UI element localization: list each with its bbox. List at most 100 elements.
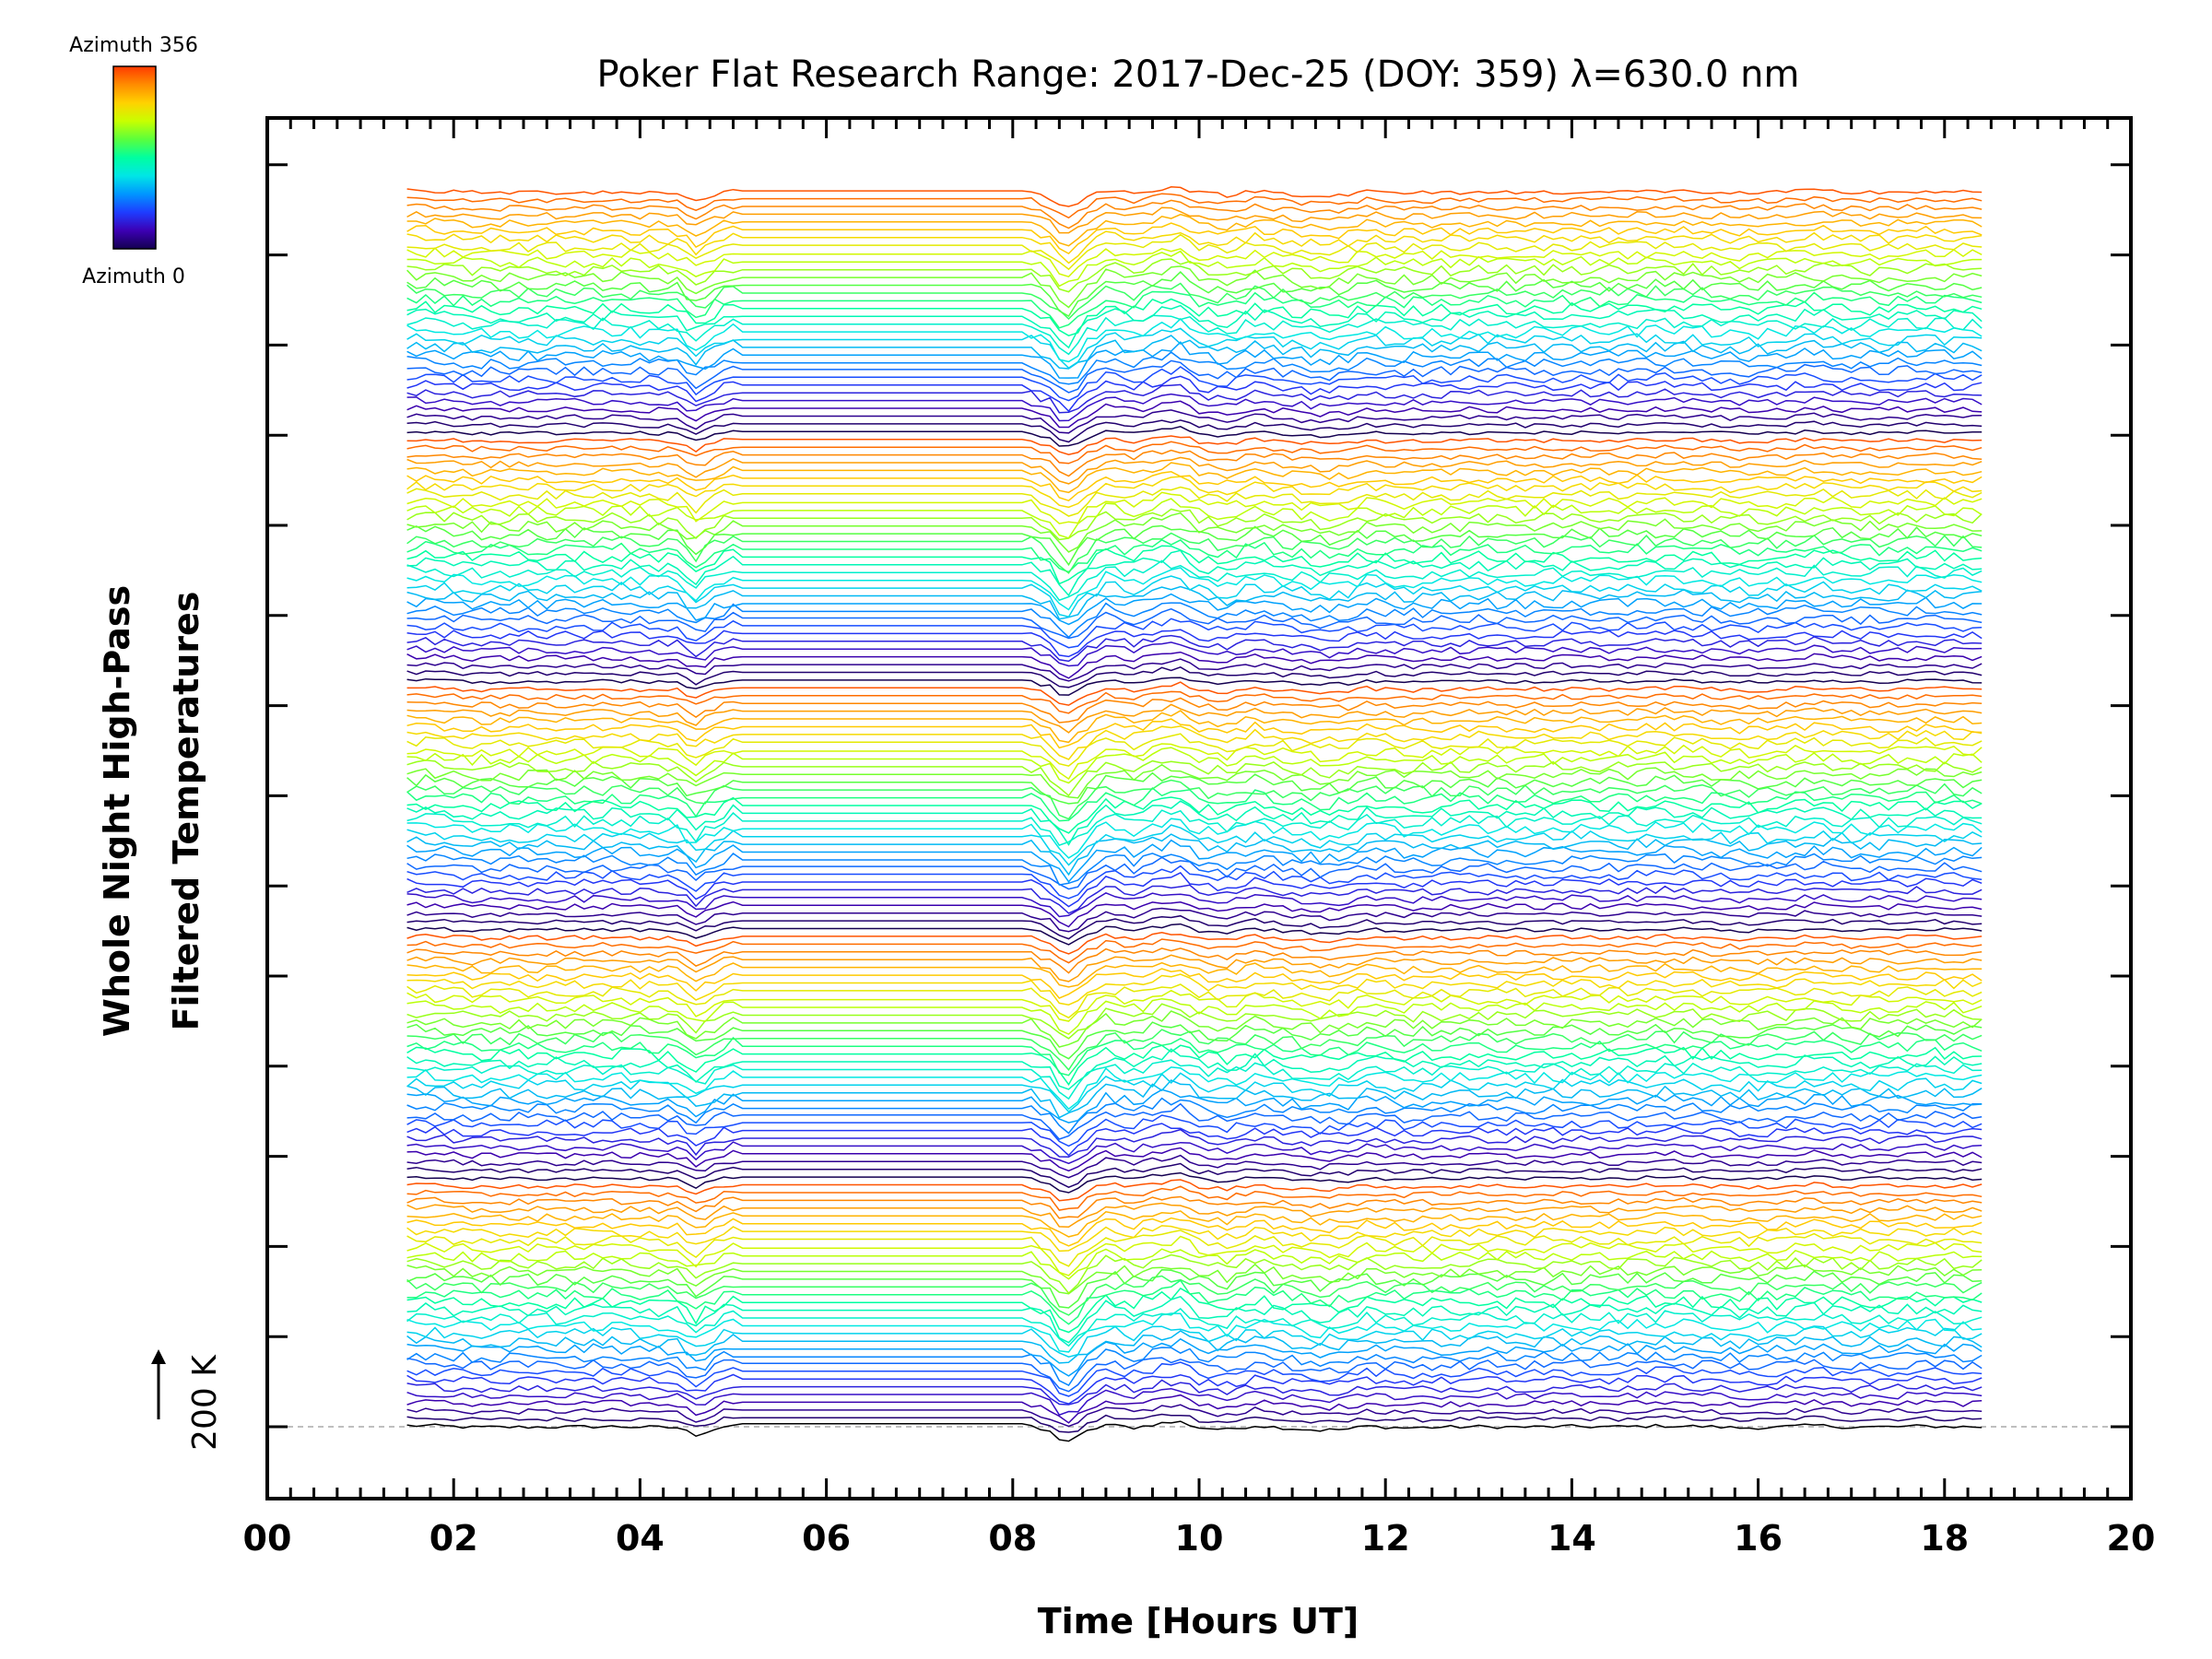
series-line xyxy=(406,186,1983,207)
series-line xyxy=(406,1179,1983,1202)
series-line xyxy=(406,213,1983,247)
series-line xyxy=(406,677,1983,696)
series-line xyxy=(406,512,1983,553)
x-tick-label: 14 xyxy=(1547,1518,1596,1559)
series-line xyxy=(406,383,1983,414)
series-line xyxy=(406,250,1983,288)
series-line xyxy=(406,1123,1983,1157)
series-line xyxy=(406,449,1983,477)
series-line xyxy=(406,393,1983,422)
series-line xyxy=(406,1287,1983,1334)
series-line xyxy=(406,1202,1983,1229)
series-line xyxy=(406,1044,1983,1087)
series-line xyxy=(406,1171,1983,1194)
series-line xyxy=(406,983,1983,1019)
series-line xyxy=(406,419,1983,443)
series-line xyxy=(406,938,1983,964)
colorbar xyxy=(112,65,157,250)
series-line xyxy=(406,725,1983,760)
series-line xyxy=(406,567,1983,611)
series-line xyxy=(406,602,1983,639)
series-line xyxy=(406,747,1983,784)
series-line xyxy=(406,471,1983,502)
series-line xyxy=(406,1021,1983,1060)
series-line xyxy=(406,884,1983,914)
series-line xyxy=(406,1066,1983,1111)
series-line xyxy=(406,491,1983,524)
x-tick-label: 18 xyxy=(1920,1518,1969,1559)
series-line xyxy=(406,1420,1983,1442)
series-line xyxy=(406,359,1983,394)
series-line xyxy=(406,968,1983,999)
colorbar-bottom-label: Azimuth 0 xyxy=(82,265,185,288)
series-line xyxy=(406,282,1983,321)
series-line xyxy=(406,923,1983,946)
series-line xyxy=(406,1003,1983,1040)
series-line xyxy=(406,718,1983,749)
series-line xyxy=(406,954,1983,982)
series-line xyxy=(406,856,1983,890)
series-line xyxy=(406,1185,1983,1211)
series-group xyxy=(406,186,1983,1442)
x-axis-label: Time [Hours UT] xyxy=(1038,1601,1359,1641)
series-line xyxy=(406,809,1983,847)
series-line xyxy=(406,697,1983,724)
x-tick-label: 12 xyxy=(1361,1518,1410,1559)
colorbar-top-label: Azimuth 356 xyxy=(69,34,198,57)
series-line xyxy=(406,743,1983,781)
series-line xyxy=(406,658,1983,682)
series-line xyxy=(406,193,1983,219)
series-line xyxy=(406,222,1983,255)
series-line xyxy=(406,961,1983,988)
series-line xyxy=(406,900,1983,928)
series-line xyxy=(406,335,1983,370)
series-line xyxy=(406,833,1983,877)
series-line xyxy=(406,1248,1983,1280)
series-line xyxy=(406,1330,1983,1364)
x-tick-label: 06 xyxy=(802,1518,851,1559)
series-line xyxy=(406,947,1983,974)
series-line xyxy=(406,206,1983,234)
x-tick-label: 16 xyxy=(1734,1518,1783,1559)
series-line xyxy=(406,1312,1983,1353)
series-line xyxy=(406,779,1983,820)
series-line xyxy=(406,607,1983,640)
series-line xyxy=(406,1141,1983,1165)
series-line xyxy=(406,891,1983,918)
x-tick-label: 04 xyxy=(616,1518,665,1559)
x-tick-label: 08 xyxy=(988,1518,1037,1559)
series-line xyxy=(406,1337,1983,1377)
series-line xyxy=(406,409,1983,434)
series-line xyxy=(406,1088,1983,1124)
series-line xyxy=(406,997,1983,1035)
scale-arrow-head xyxy=(151,1349,166,1364)
series-line xyxy=(406,290,1983,329)
series-line xyxy=(406,532,1983,574)
series-line xyxy=(406,914,1983,940)
series-line xyxy=(406,787,1983,822)
series-line xyxy=(406,271,1983,318)
series-line xyxy=(406,1036,1983,1077)
series-line xyxy=(406,665,1983,688)
series-line xyxy=(406,549,1983,597)
series-line xyxy=(406,1308,1983,1347)
series-line xyxy=(406,1079,1983,1119)
series-line xyxy=(406,585,1983,620)
x-tick-label: 10 xyxy=(1175,1518,1224,1559)
x-tick-label: 20 xyxy=(2107,1518,2156,1559)
series-line xyxy=(406,258,1983,293)
series-line xyxy=(406,1347,1983,1386)
series-line xyxy=(406,435,1983,455)
series-line xyxy=(406,199,1983,229)
series-line xyxy=(406,317,1983,363)
series-line xyxy=(406,853,1983,886)
series-line xyxy=(406,1114,1983,1147)
series-line xyxy=(406,759,1983,797)
series-line xyxy=(406,538,1983,573)
series-line xyxy=(406,1147,1983,1172)
tick-group: 00 02 04 06 08 10 12 14 16 18 20 xyxy=(243,118,2156,1559)
series-line xyxy=(406,366,1983,402)
series-line xyxy=(406,1235,1983,1277)
series-line xyxy=(406,441,1983,465)
